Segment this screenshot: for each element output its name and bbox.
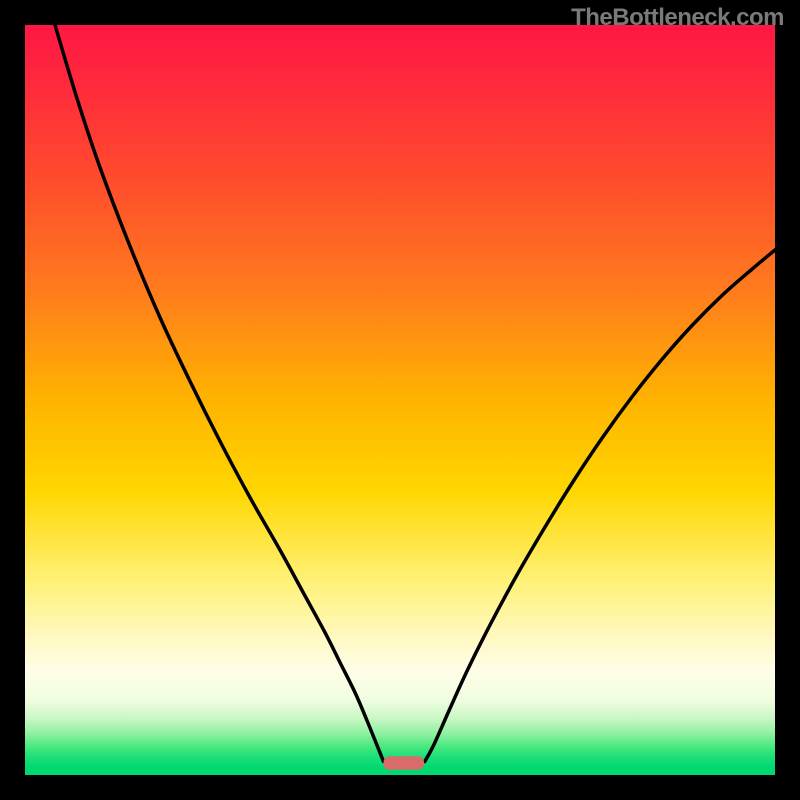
plot-gradient-background <box>25 25 775 775</box>
chart-container: TheBottleneck.com <box>0 0 800 800</box>
bottleneck-chart <box>0 0 800 800</box>
optimal-marker <box>384 756 425 770</box>
